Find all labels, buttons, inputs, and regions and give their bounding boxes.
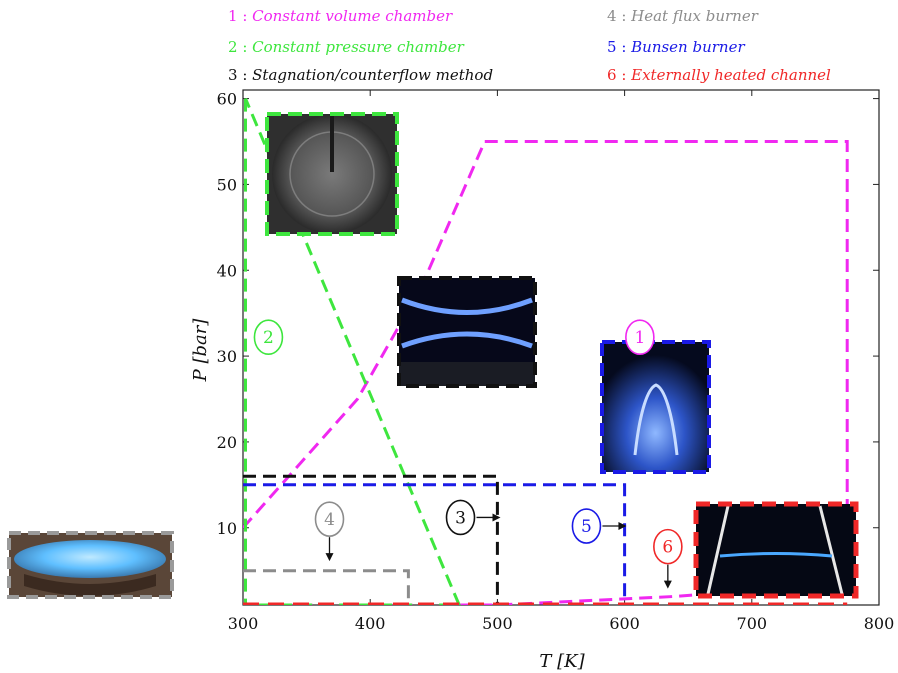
region-1-label: 1 [634,328,645,348]
legend-entry-1: 1 : Constant volume chamber [228,7,453,25]
legend-entry-3: 3 : Stagnation/counterflow method [228,66,493,84]
region-2-label: 2 [263,328,274,348]
legend-entry-5: 5 : Bunsen burner [607,38,745,56]
y-tick-label: 50 [217,175,237,194]
region-4-marker [314,501,345,537]
legend: 1 : Constant volume chamber 2 : Constant… [228,7,831,84]
plot-frame [242,89,880,606]
region-5-label: 5 [581,517,592,537]
region-1-boundary [243,140,849,605]
region-5-marker [571,508,602,544]
region-2-marker [253,319,284,356]
x-tick-label: 400 [355,614,386,633]
region-6-arrowhead [663,580,672,589]
y-tick-label: 40 [217,261,237,280]
legend-entry-4: 4 : Heat flux burner [607,7,759,25]
axis-ticks: 300 400 500 600 700 800 10 20 30 40 50 60 [217,90,895,633]
x-tick-label: 300 [228,614,259,633]
region-6-label: 6 [662,538,673,558]
region-1-marker [625,319,655,356]
x-tick-label: 800 [864,614,895,633]
x-tick-label: 500 [482,614,513,633]
region-3-label: 3 [455,508,466,528]
region-6-marker [653,528,683,565]
y-tick-label: 30 [217,347,237,366]
y-axis-label: P [bar] [190,318,211,383]
region-4-boundary [243,569,410,605]
heat-flux-burner-photo [7,531,174,599]
heated-channel-photo [693,501,859,599]
region-3-marker [445,499,476,536]
region-4-arrowhead [325,553,334,562]
legend-entry-6: 6 : Externally heated channel [607,66,831,84]
y-tick-label: 60 [217,90,237,109]
series-layer [243,98,849,605]
bunsen-flame-photo [600,340,711,474]
region-3-arrowhead [492,513,501,522]
y-tick-label: 20 [217,433,237,452]
region-3-boundary [243,474,499,605]
constant-volume-photo [265,112,399,236]
region-5-boundary [243,483,627,605]
x-tick-label: 600 [609,614,640,633]
x-tick-label: 700 [737,614,768,633]
counterflow-flame-photo [397,276,537,388]
legend-entry-2: 2 : Constant pressure chamber [228,38,465,56]
marker-layer: 1 2 3 4 5 6 [253,319,683,589]
x-axis-label: T [K] [539,651,585,672]
region-4-label: 4 [324,510,335,530]
y-tick-label: 10 [217,519,237,538]
region-5-arrowhead [618,522,627,531]
